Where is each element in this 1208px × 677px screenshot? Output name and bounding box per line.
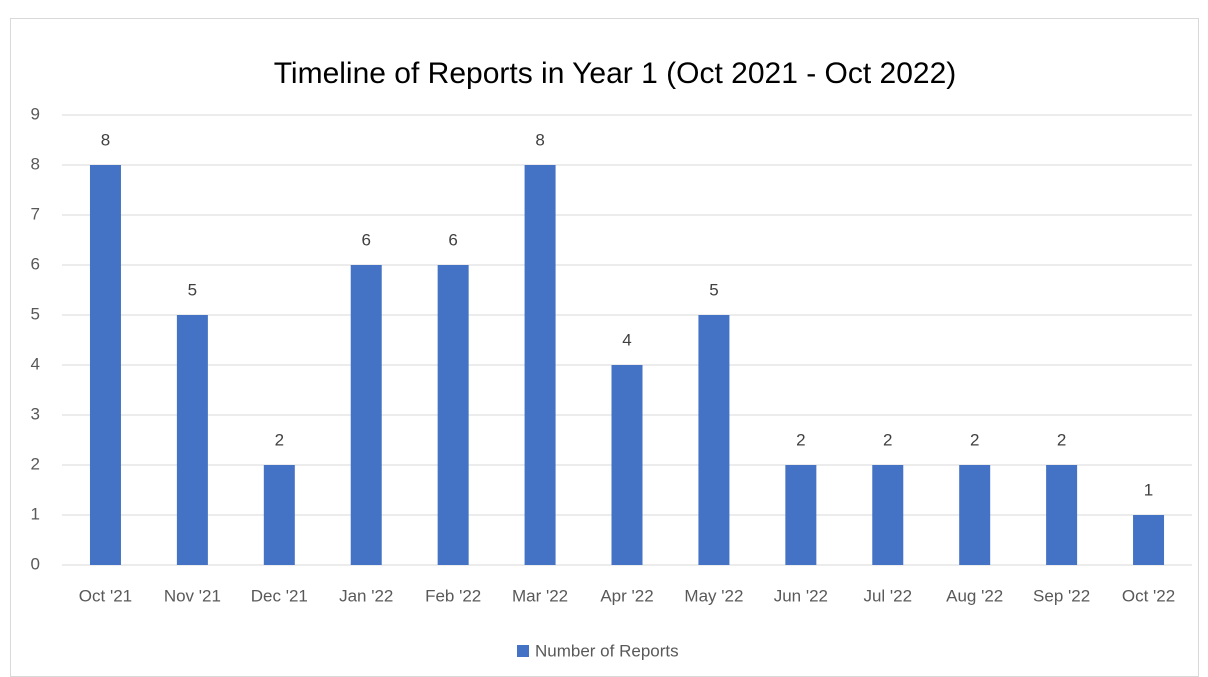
x-tick-label: Nov '21	[164, 586, 221, 605]
data-label: 5	[709, 280, 718, 299]
x-tick-label: Oct '21	[79, 586, 132, 605]
legend-swatch	[517, 645, 529, 657]
y-tick-label: 0	[31, 554, 40, 573]
x-tick-label: Feb '22	[425, 586, 481, 605]
x-tick-label: Sep '22	[1033, 586, 1090, 605]
bar	[698, 315, 730, 565]
x-tick-label: Mar '22	[512, 586, 568, 605]
bar	[1133, 515, 1165, 565]
data-label: 6	[448, 230, 457, 249]
y-tick-label: 8	[31, 154, 40, 173]
y-tick-label: 5	[31, 304, 40, 323]
x-tick-label: Jan '22	[339, 586, 393, 605]
data-label: 2	[1057, 430, 1066, 449]
bar	[437, 265, 469, 565]
x-tick-label: Jun '22	[774, 586, 828, 605]
y-tick-label: 7	[31, 204, 40, 223]
bar	[263, 465, 295, 565]
y-tick-label: 3	[31, 404, 40, 423]
bar	[959, 465, 991, 565]
bar	[89, 165, 121, 565]
bar	[611, 365, 643, 565]
bar	[872, 465, 904, 565]
data-label: 2	[275, 430, 284, 449]
bar	[785, 465, 817, 565]
data-label: 8	[101, 130, 110, 149]
legend-label: Number of Reports	[535, 641, 679, 660]
x-tick-label: Jul '22	[863, 586, 912, 605]
y-tick-label: 2	[31, 454, 40, 473]
x-tick-label: May '22	[684, 586, 743, 605]
chart-border	[10, 18, 1199, 677]
y-tick-label: 6	[31, 254, 40, 273]
bar	[350, 265, 382, 565]
x-tick-label: Apr '22	[600, 586, 653, 605]
data-label: 4	[622, 330, 631, 349]
data-label: 2	[883, 430, 892, 449]
bar	[524, 165, 556, 565]
data-label: 6	[361, 230, 370, 249]
x-tick-label: Oct '22	[1122, 586, 1175, 605]
y-tick-label: 1	[31, 504, 40, 523]
x-tick-label: Dec '21	[251, 586, 308, 605]
data-label: 8	[535, 130, 544, 149]
bar	[176, 315, 208, 565]
y-tick-label: 9	[31, 104, 40, 123]
bar	[1046, 465, 1078, 565]
chart-title: Timeline of Reports in Year 1 (Oct 2021 …	[274, 57, 957, 90]
data-label: 1	[1144, 480, 1153, 499]
y-tick-label: 4	[31, 354, 40, 373]
data-label: 2	[970, 430, 979, 449]
data-label: 5	[188, 280, 197, 299]
data-label: 2	[796, 430, 805, 449]
x-tick-label: Aug '22	[946, 586, 1003, 605]
